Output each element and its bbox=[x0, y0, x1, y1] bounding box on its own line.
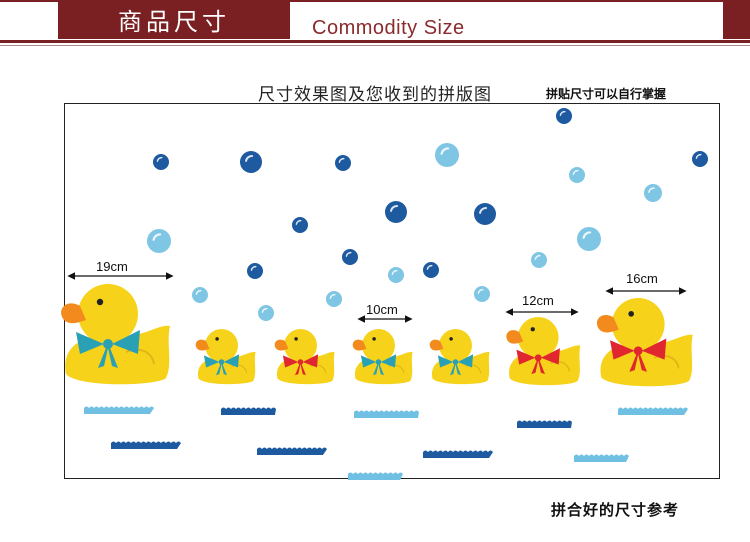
wave-strip bbox=[517, 420, 572, 428]
bubble bbox=[153, 154, 169, 170]
dimension-label-12cm: 12cm bbox=[522, 293, 554, 308]
dimension-arrows bbox=[67, 272, 687, 323]
bubble bbox=[385, 201, 407, 223]
bubble-group bbox=[147, 108, 708, 321]
header-title-cn: 商品尺寸 bbox=[58, 0, 290, 39]
bubble bbox=[435, 143, 459, 167]
dimension-label-10cm: 10cm bbox=[366, 302, 398, 317]
header-bottom-rule bbox=[0, 40, 750, 43]
bubble bbox=[240, 151, 262, 173]
page-subtitle: 尺寸效果图及您收到的拼版图 bbox=[258, 85, 492, 105]
bubble bbox=[326, 291, 342, 307]
bubble bbox=[292, 217, 308, 233]
bubble bbox=[577, 227, 601, 251]
rubber-duck bbox=[274, 329, 335, 385]
rubber-duck bbox=[506, 317, 581, 386]
wave-strip bbox=[257, 447, 327, 455]
bubble bbox=[192, 287, 208, 303]
wave-strip bbox=[111, 441, 181, 449]
header-top-rule bbox=[0, 0, 750, 2]
bubble bbox=[556, 108, 572, 124]
bubble bbox=[644, 184, 662, 202]
wave-strip bbox=[618, 407, 688, 415]
header-right-block bbox=[723, 0, 750, 39]
rubber-duck bbox=[195, 329, 256, 385]
bubble bbox=[247, 263, 263, 279]
size-note: 拼贴尺寸可以自行掌握 bbox=[546, 87, 667, 101]
bubble bbox=[388, 267, 404, 283]
wave-strip bbox=[348, 472, 403, 480]
wave-strip bbox=[574, 454, 629, 462]
bubble bbox=[531, 252, 547, 268]
wave-strip bbox=[354, 410, 419, 418]
wave-strip bbox=[221, 407, 276, 415]
header-bottom-thin-rule bbox=[0, 45, 750, 46]
bubble bbox=[474, 286, 490, 302]
bubble bbox=[569, 167, 585, 183]
wave-strip bbox=[84, 406, 154, 414]
duck-group bbox=[61, 284, 693, 387]
bubble bbox=[474, 203, 496, 225]
bubble bbox=[335, 155, 351, 171]
rubber-duck bbox=[61, 284, 170, 385]
bubble bbox=[258, 305, 274, 321]
dimension-label-16cm: 16cm bbox=[626, 271, 658, 286]
wave-group bbox=[84, 406, 688, 480]
bubble bbox=[423, 262, 439, 278]
rubber-duck bbox=[429, 329, 490, 385]
footer-caption: 拼合好的尺寸参考 bbox=[551, 501, 680, 519]
bubble bbox=[147, 229, 171, 253]
bubble bbox=[692, 151, 708, 167]
bubble bbox=[342, 249, 358, 265]
rubber-duck bbox=[352, 329, 413, 385]
rubber-duck bbox=[596, 298, 693, 387]
dimension-label-19cm: 19cm bbox=[96, 259, 128, 274]
wave-strip bbox=[423, 450, 493, 458]
header-title-en: Commodity Size bbox=[312, 17, 465, 39]
